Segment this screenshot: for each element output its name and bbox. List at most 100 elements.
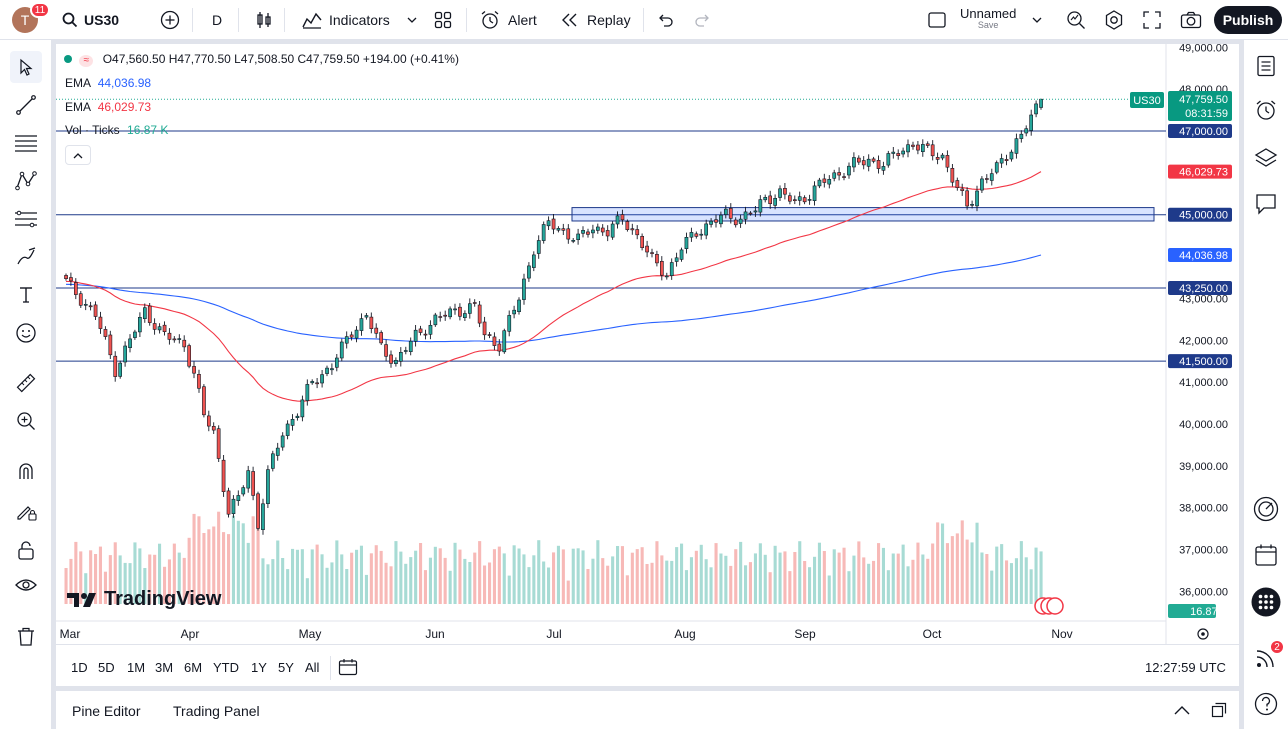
alerts-button[interactable] bbox=[1250, 94, 1282, 126]
compare-symbol-button[interactable] bbox=[160, 0, 180, 40]
candle-body[interactable] bbox=[226, 490, 231, 515]
indicators-button[interactable]: Indicators bbox=[302, 0, 390, 40]
candle-body[interactable] bbox=[487, 334, 492, 336]
candle-body[interactable] bbox=[659, 261, 664, 276]
candle-body[interactable] bbox=[443, 314, 448, 317]
candle-body[interactable] bbox=[162, 324, 167, 333]
candle-body[interactable] bbox=[202, 386, 206, 416]
candle-body[interactable] bbox=[817, 179, 822, 187]
candle-body[interactable] bbox=[482, 321, 487, 336]
candle-body[interactable] bbox=[605, 230, 610, 237]
watchlist-button[interactable] bbox=[1250, 50, 1282, 82]
candle-body[interactable] bbox=[231, 498, 236, 515]
text-tool[interactable] bbox=[10, 279, 42, 311]
candle-body[interactable] bbox=[462, 313, 467, 318]
candle-body[interactable] bbox=[994, 162, 999, 173]
candle-body[interactable] bbox=[861, 160, 866, 166]
candle-body[interactable] bbox=[827, 179, 832, 185]
candle-body[interactable] bbox=[965, 190, 969, 207]
range-button-5d[interactable]: 5D bbox=[98, 660, 115, 675]
range-button-all[interactable]: All bbox=[305, 660, 320, 675]
candle-body[interactable] bbox=[453, 308, 457, 311]
candle-body[interactable] bbox=[886, 153, 891, 166]
candle-body[interactable] bbox=[866, 158, 871, 167]
candle-body[interactable] bbox=[920, 144, 925, 153]
candle-body[interactable] bbox=[394, 359, 398, 364]
candle-body[interactable] bbox=[398, 351, 403, 362]
candle-body[interactable] bbox=[1039, 98, 1043, 108]
candle-body[interactable] bbox=[536, 240, 541, 254]
candle-body[interactable] bbox=[315, 382, 320, 385]
candle-body[interactable] bbox=[379, 332, 384, 344]
range-button-5y[interactable]: 5Y bbox=[278, 660, 294, 675]
candle-body[interactable] bbox=[896, 153, 901, 157]
candle-body[interactable] bbox=[679, 249, 684, 260]
candle-body[interactable] bbox=[73, 282, 78, 295]
candle-body[interactable] bbox=[502, 330, 507, 353]
candle-body[interactable] bbox=[123, 345, 127, 363]
templates-button[interactable] bbox=[434, 0, 452, 40]
candle-body[interactable] bbox=[271, 453, 275, 469]
candle-body[interactable] bbox=[152, 323, 157, 330]
tradingview-watermark[interactable]: TradingView bbox=[66, 588, 221, 611]
candle-body[interactable] bbox=[197, 373, 201, 389]
candle-body[interactable] bbox=[172, 338, 177, 341]
candle-body[interactable] bbox=[911, 144, 915, 147]
interval-button[interactable]: D bbox=[212, 0, 222, 40]
candle-body[interactable] bbox=[349, 334, 354, 338]
emoji-tool[interactable] bbox=[10, 317, 42, 349]
candle-body[interactable] bbox=[433, 314, 438, 326]
drawing-mode-tool[interactable] bbox=[10, 495, 42, 527]
candle-body[interactable] bbox=[285, 423, 290, 436]
candle-body[interactable] bbox=[684, 237, 689, 250]
candle-body[interactable] bbox=[980, 178, 984, 191]
candle-body[interactable] bbox=[664, 275, 669, 278]
candle-body[interactable] bbox=[719, 214, 723, 225]
candle-body[interactable] bbox=[364, 315, 369, 318]
candle-body[interactable] bbox=[334, 357, 339, 368]
candle-body[interactable] bbox=[88, 305, 93, 308]
candle-body[interactable] bbox=[448, 308, 453, 318]
candle-body[interactable] bbox=[984, 178, 989, 180]
candle-body[interactable] bbox=[591, 229, 595, 234]
axis-settings-icon[interactable] bbox=[1197, 628, 1209, 640]
candle-body[interactable] bbox=[143, 307, 147, 320]
candle-body[interactable] bbox=[600, 227, 605, 233]
candle-body[interactable] bbox=[738, 218, 743, 224]
candle-body[interactable] bbox=[403, 350, 408, 352]
lock-drawings-tool[interactable] bbox=[10, 534, 42, 566]
chart-type-button[interactable] bbox=[255, 0, 273, 40]
remove-drawings-tool[interactable] bbox=[10, 621, 42, 653]
ema-slow-line[interactable] bbox=[65, 254, 1042, 343]
candle-body[interactable] bbox=[615, 215, 620, 225]
candle-body[interactable] bbox=[182, 339, 187, 348]
price-chart[interactable]: 49,000.0048,000.0047,000.0046,000.0045,0… bbox=[56, 44, 1239, 644]
candle-body[interactable] bbox=[955, 180, 960, 188]
pattern-tool[interactable] bbox=[10, 165, 42, 197]
snapshot-button[interactable] bbox=[1180, 0, 1202, 40]
candle-body[interactable] bbox=[359, 318, 364, 331]
candle-body[interactable] bbox=[133, 331, 137, 338]
ema2-legend[interactable]: EMA 46,029.73 bbox=[65, 100, 151, 114]
candle-body[interactable] bbox=[989, 173, 994, 181]
candle-body[interactable] bbox=[325, 367, 329, 374]
candle-body[interactable] bbox=[1034, 103, 1038, 115]
candle-body[interactable] bbox=[625, 221, 630, 230]
candle-body[interactable] bbox=[438, 316, 443, 318]
candle-body[interactable] bbox=[586, 231, 590, 235]
candle-body[interactable] bbox=[1019, 133, 1024, 139]
measure-tool[interactable] bbox=[10, 367, 42, 399]
layout-button[interactable] bbox=[927, 0, 947, 40]
candle-body[interactable] bbox=[467, 303, 472, 314]
alert-button[interactable]: Alert bbox=[480, 0, 537, 40]
candle-body[interactable] bbox=[1024, 128, 1029, 134]
candle-body[interactable] bbox=[551, 218, 556, 230]
candle-body[interactable] bbox=[723, 208, 728, 215]
maximize-panel-button[interactable] bbox=[1211, 702, 1227, 723]
candle-body[interactable] bbox=[640, 236, 644, 249]
candle-body[interactable] bbox=[620, 214, 625, 221]
range-button-ytd[interactable]: YTD bbox=[213, 660, 239, 675]
candle-body[interactable] bbox=[1009, 151, 1014, 160]
candle-body[interactable] bbox=[546, 220, 551, 227]
candle-body[interactable] bbox=[852, 157, 856, 168]
